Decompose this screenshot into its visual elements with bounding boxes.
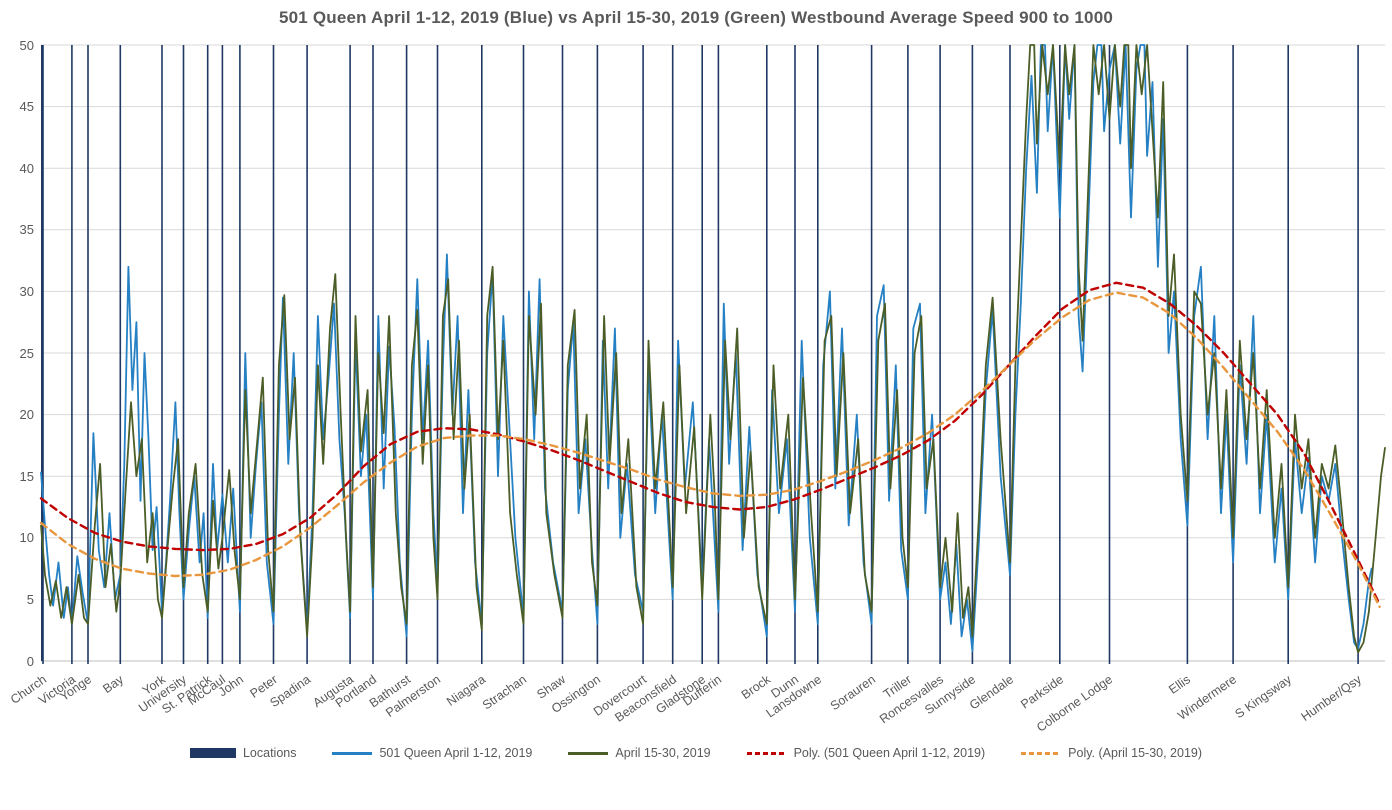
- y-tick-label: 5: [26, 591, 34, 607]
- legend-item: Poly. (501 Queen April 1-12, 2019): [746, 746, 986, 760]
- legend-label: Poly. (April 15-30, 2019): [1068, 746, 1203, 760]
- legend-item: Locations: [189, 746, 297, 760]
- legend-swatch-box: [189, 748, 236, 758]
- trend-poly_apr1_12: [39, 281, 1381, 606]
- plot-area: [39, 44, 1386, 664]
- legend-item: April 15-30, 2019: [568, 746, 711, 760]
- chart-canvas: [39, 44, 1386, 664]
- trend-poly_apr15_30: [39, 291, 1381, 608]
- y-tick-label: 30: [19, 283, 34, 299]
- legend-swatch-dashed-line: [1021, 751, 1062, 755]
- series-apr15_30: [40, 44, 1386, 654]
- legend-swatch-dashed-line: [746, 751, 787, 755]
- y-tick-label: 45: [19, 99, 34, 115]
- legend-swatch-line: [332, 751, 373, 755]
- y-tick-label: 0: [26, 653, 34, 669]
- legend-swatch-line: [568, 751, 609, 755]
- y-tick-label: 15: [19, 468, 34, 484]
- legend-label: 501 Queen April 1-12, 2019: [379, 746, 533, 760]
- legend-item: Poly. (April 15-30, 2019): [1021, 746, 1202, 760]
- legend-label: Locations: [242, 746, 297, 760]
- y-tick-label: 20: [19, 407, 34, 423]
- legend: Locations 501 Queen April 1-12, 2019 April…: [0, 746, 1392, 760]
- y-tick-label: 40: [19, 160, 34, 176]
- y-tick-label: 25: [19, 345, 34, 361]
- chart-page: { "chart_data": { "type": "line", "title…: [0, 8, 1392, 760]
- legend-label: Poly. (501 Queen April 1-12, 2019): [793, 746, 986, 760]
- y-tick-label: 10: [19, 530, 34, 546]
- legend-label: April 15-30, 2019: [615, 746, 711, 760]
- y-tick-label: 35: [19, 222, 34, 238]
- y-tick-label: 50: [19, 37, 34, 53]
- chart-title: 501 Queen April 1-12, 2019 (Blue) vs Apr…: [278, 8, 1114, 27]
- legend-item: 501 Queen April 1-12, 2019: [332, 746, 532, 760]
